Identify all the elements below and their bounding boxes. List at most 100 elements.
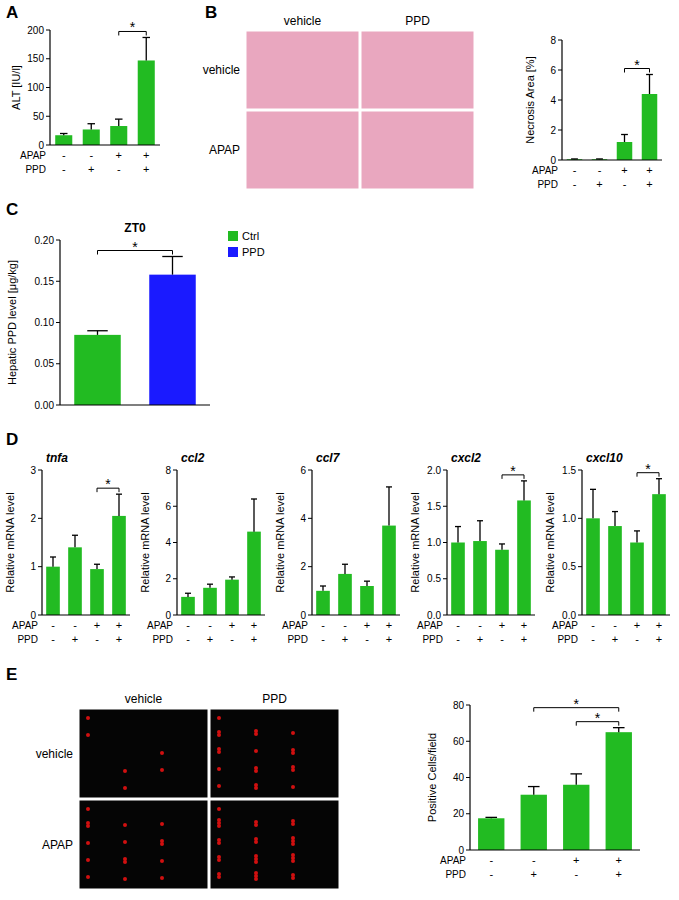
x-axis (60, 404, 210, 405)
bar (473, 541, 487, 615)
condition-value: - (186, 633, 190, 645)
chart-title: ZT0 (124, 221, 146, 235)
y-tick-label: 2 (30, 513, 36, 524)
condition-value: - (186, 619, 190, 631)
condition-value: + (656, 633, 662, 645)
error-bar (91, 124, 92, 130)
y-tick (558, 130, 562, 131)
condition-value: - (623, 178, 627, 190)
stained-cell (160, 822, 164, 826)
plot-area (55, 37, 155, 145)
y-tick-label: 6 (550, 65, 556, 76)
condition-value: + (116, 633, 122, 645)
condition-label: APAP (532, 165, 558, 176)
stained-cell (123, 877, 127, 881)
x-axis (447, 614, 535, 615)
y-tick (38, 615, 42, 616)
condition-label: APAP (20, 150, 46, 161)
bar (642, 94, 658, 160)
stained-cell (160, 839, 164, 843)
condition-value: + (342, 633, 348, 645)
condition-value: + (612, 633, 618, 645)
condition-value: + (646, 164, 652, 176)
condition-value: - (62, 163, 66, 175)
error-cap (320, 585, 326, 586)
stained-cell (291, 819, 295, 823)
condition-label: PPD (422, 634, 443, 645)
y-tick (558, 100, 562, 101)
condition-value: - (456, 633, 460, 645)
y-tick (578, 566, 582, 567)
x-axis (42, 614, 130, 615)
y-tick-label: 0.0 (562, 610, 576, 621)
stained-cell (86, 716, 90, 720)
y-tick (466, 741, 470, 742)
bar (149, 275, 196, 405)
y-tick (578, 518, 582, 519)
error-cap (646, 74, 653, 75)
y-tick (46, 87, 50, 88)
condition-value: + (229, 619, 235, 631)
error-cap (60, 133, 68, 134)
condition-label: APAP (282, 620, 308, 631)
y-tick-label: 2 (550, 125, 556, 136)
x-axis (50, 144, 160, 145)
micrograph (210, 709, 339, 798)
bar (90, 569, 104, 615)
bar (608, 526, 622, 615)
error-cap (50, 556, 56, 557)
condition-value: - (321, 633, 325, 645)
stained-cell (217, 855, 221, 859)
bar (521, 795, 547, 850)
bar (110, 126, 127, 145)
stained-cell (254, 854, 258, 858)
condition-value: + (72, 633, 78, 645)
bar (181, 597, 195, 615)
condition-value: - (573, 178, 577, 190)
y-tick-label: 0.10 (35, 317, 55, 328)
error-bar (614, 512, 615, 526)
stained-cell (291, 853, 295, 857)
error-bar (523, 481, 524, 501)
error-bar (96, 564, 97, 569)
error-cap (207, 584, 213, 585)
condition-value: + (596, 178, 602, 190)
bar (451, 543, 465, 616)
y-tick (56, 240, 60, 241)
error-bar (388, 487, 389, 526)
significance-star: * (595, 710, 601, 726)
y-tick-label: 1.0 (562, 513, 576, 524)
y-tick (173, 542, 177, 543)
bar (617, 142, 633, 160)
y-tick (443, 470, 447, 471)
error-bar (658, 479, 659, 494)
y-axis (311, 470, 312, 615)
panel-label: A (6, 3, 18, 22)
y-axis (581, 470, 582, 615)
stained-cell (217, 838, 221, 842)
y-tick (466, 813, 470, 814)
stained-cell (254, 729, 258, 733)
error-cap (528, 786, 540, 787)
legend-swatch (228, 231, 238, 241)
error-bar (533, 787, 534, 795)
condition-value: + (116, 149, 122, 161)
plot-area (46, 494, 126, 615)
chart: 02468Relative mRNA levelccl2APAP--++PPD-… (139, 451, 265, 645)
chart: 0.000.050.100.150.20Hepatic PPD level [μ… (6, 221, 265, 411)
condition-value: + (573, 854, 579, 866)
y-axis (41, 470, 42, 615)
significance-star: * (105, 476, 111, 492)
bar (563, 785, 589, 850)
bar (478, 818, 504, 850)
chart: 0123Relative mRNA leveltnfa*APAP--++PPD-… (4, 451, 130, 645)
condition-value: - (51, 619, 55, 631)
y-tick (558, 70, 562, 71)
significance-star: * (132, 239, 138, 255)
bar (360, 586, 374, 615)
stained-cell (291, 731, 295, 735)
error-cap (612, 511, 618, 512)
y-tick-label: 0.5 (427, 573, 441, 584)
y-axis-label: Relative mRNA level (409, 492, 421, 592)
plot-area (451, 481, 531, 615)
